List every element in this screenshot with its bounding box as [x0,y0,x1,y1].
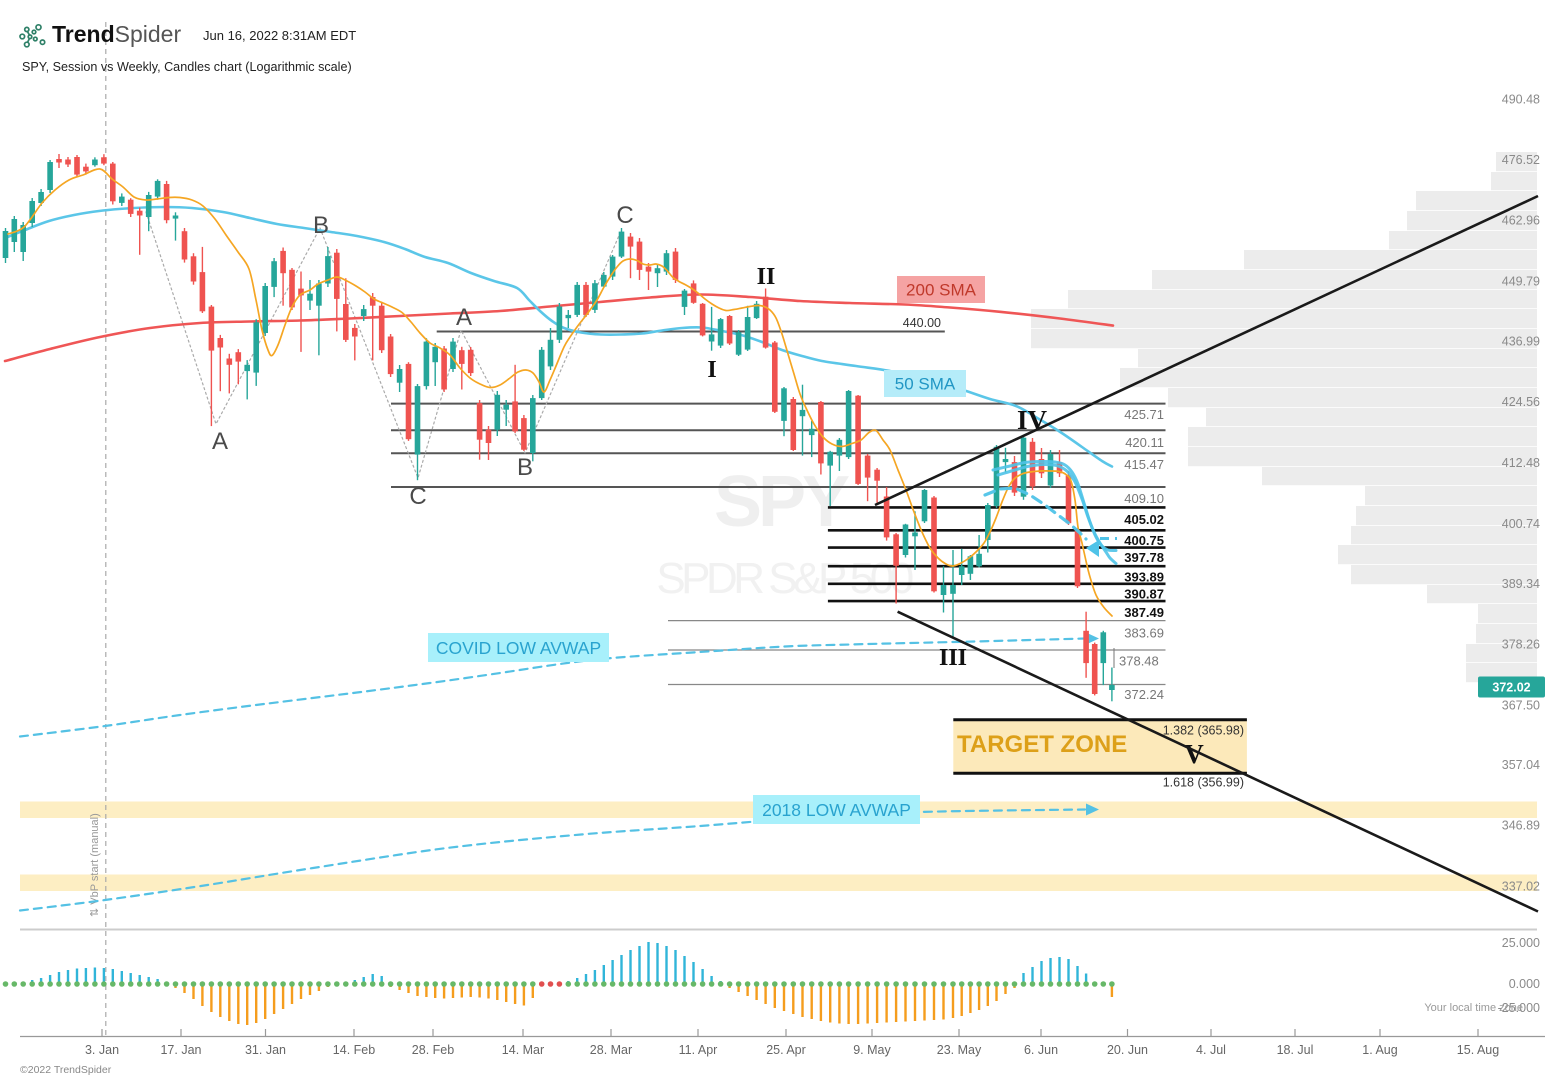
svg-text:B: B [517,454,533,481]
svg-text:28. Mar: 28. Mar [590,1043,632,1057]
svg-text:V: V [1184,739,1204,769]
svg-text:SPY, Session vs Weekly, Candle: SPY, Session vs Weekly, Candles chart (L… [22,60,352,74]
svg-text:397.78: 397.78 [1124,550,1164,565]
svg-text:IV: IV [1017,405,1048,435]
svg-text:14. Mar: 14. Mar [502,1043,544,1057]
svg-text:200 SMA: 200 SMA [906,281,977,300]
svg-text:TrendSpider: TrendSpider [52,21,181,47]
svg-text:A: A [212,428,228,455]
svg-text:2018 LOW AVWAP: 2018 LOW AVWAP [762,800,911,820]
svg-text:25. Apr: 25. Apr [766,1043,806,1057]
svg-text:C: C [409,483,426,510]
svg-text:400.74: 400.74 [1502,517,1540,531]
svg-text:COVID LOW AVWAP: COVID LOW AVWAP [436,638,601,658]
svg-text:⇅ VbP start (manual): ⇅ VbP start (manual) [89,813,101,917]
svg-text:490.48: 490.48 [1502,93,1540,107]
svg-text:387.49: 387.49 [1124,605,1164,620]
svg-text:TARGET ZONE: TARGET ZONE [957,731,1127,758]
svg-text:14. Feb: 14. Feb [333,1043,375,1057]
svg-text:1. Aug: 1. Aug [1362,1043,1397,1057]
svg-text:31. Jan: 31. Jan [245,1043,286,1057]
svg-text:409.10: 409.10 [1124,491,1164,506]
svg-text:367.50: 367.50 [1502,698,1540,712]
svg-text:Your local time zone: Your local time zone [1424,1002,1523,1014]
svg-text:A: A [456,304,472,331]
svg-text:II: II [757,264,776,290]
svg-text:9. May: 9. May [853,1043,891,1057]
svg-text:420.11: 420.11 [1125,435,1164,450]
svg-text:11. Apr: 11. Apr [679,1043,718,1057]
svg-text:18. Jul: 18. Jul [1277,1043,1314,1057]
svg-text:405.02: 405.02 [1124,512,1164,527]
svg-text:6. Jun: 6. Jun [1024,1043,1058,1057]
svg-text:Jun 16, 2022 8:31AM EDT: Jun 16, 2022 8:31AM EDT [203,28,356,43]
svg-text:357.04: 357.04 [1502,758,1540,772]
svg-text:393.89: 393.89 [1124,569,1164,584]
svg-text:476.52: 476.52 [1502,153,1540,167]
svg-text:412.48: 412.48 [1502,456,1540,470]
svg-text:372.02: 372.02 [1492,681,1530,695]
svg-text:378.26: 378.26 [1502,638,1540,652]
svg-text:3. Jan: 3. Jan [85,1043,119,1057]
svg-text:I: I [707,357,716,383]
svg-text:440.00: 440.00 [903,316,941,330]
svg-text:449.79: 449.79 [1502,274,1540,288]
svg-text:415.47: 415.47 [1124,457,1164,472]
svg-text:-25.000: -25.000 [1498,1001,1540,1015]
svg-text:20. Jun: 20. Jun [1107,1043,1148,1057]
svg-text:337.02: 337.02 [1502,879,1540,893]
svg-text:B: B [313,212,329,239]
svg-text:23. May: 23. May [937,1043,982,1057]
svg-text:462.96: 462.96 [1502,213,1540,227]
svg-text:378.48: 378.48 [1119,654,1159,669]
svg-text:372.24: 372.24 [1124,687,1164,702]
svg-text:28. Feb: 28. Feb [412,1043,454,1057]
svg-text:0.000: 0.000 [1509,977,1540,991]
svg-text:17. Jan: 17. Jan [160,1043,201,1057]
svg-text:SPDR S&P 500: SPDR S&P 500 [656,554,912,603]
svg-text:424.56: 424.56 [1502,395,1540,409]
svg-text:4. Jul: 4. Jul [1196,1043,1226,1057]
svg-text:III: III [939,645,967,671]
svg-text:425.71: 425.71 [1124,407,1164,422]
svg-text:389.34: 389.34 [1502,577,1540,591]
svg-text:©2022 TrendSpider: ©2022 TrendSpider [20,1064,112,1076]
svg-text:50 SMA: 50 SMA [895,375,956,394]
svg-text:25.000: 25.000 [1502,936,1540,950]
svg-text:400.75: 400.75 [1124,533,1164,548]
svg-text:436.99: 436.99 [1502,335,1540,349]
svg-text:346.89: 346.89 [1502,819,1540,833]
svg-text:390.87: 390.87 [1124,586,1164,601]
svg-text:383.69: 383.69 [1124,626,1164,641]
svg-text:C: C [616,202,633,229]
svg-text:15. Aug: 15. Aug [1457,1043,1499,1057]
svg-text:1.618 (356.99): 1.618 (356.99) [1163,776,1244,790]
svg-text:1.382 (365.98): 1.382 (365.98) [1163,724,1244,738]
